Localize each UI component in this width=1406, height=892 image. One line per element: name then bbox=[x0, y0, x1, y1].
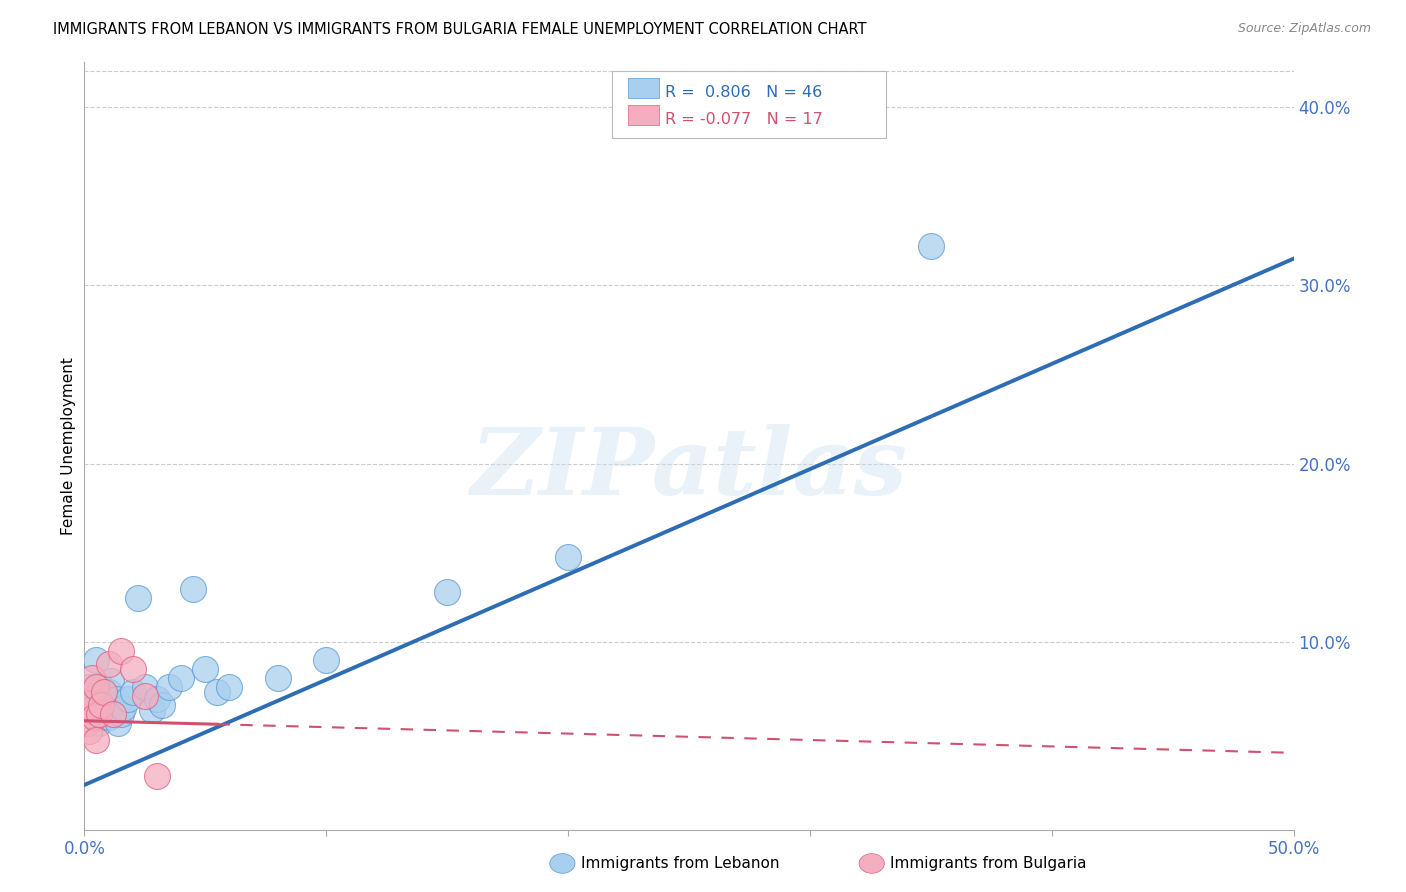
Point bbox=[103, 706, 125, 721]
Point bbox=[80, 698, 103, 712]
Point bbox=[97, 710, 120, 724]
Point bbox=[207, 685, 229, 699]
Point bbox=[141, 703, 163, 717]
Point bbox=[80, 692, 103, 706]
Point bbox=[97, 685, 120, 699]
Point bbox=[80, 706, 103, 721]
Point bbox=[77, 689, 100, 703]
Point bbox=[90, 698, 112, 712]
Point bbox=[80, 671, 103, 685]
Point bbox=[107, 715, 129, 730]
Point bbox=[77, 715, 100, 730]
Point bbox=[93, 685, 115, 699]
Point bbox=[86, 680, 108, 694]
Y-axis label: Female Unemployment: Female Unemployment bbox=[60, 357, 76, 535]
Point bbox=[86, 706, 108, 721]
Point bbox=[181, 582, 204, 596]
Point bbox=[121, 662, 143, 676]
Point bbox=[170, 671, 193, 685]
Point bbox=[121, 685, 143, 699]
Text: Immigrants from Lebanon: Immigrants from Lebanon bbox=[581, 856, 779, 871]
Point bbox=[100, 674, 122, 689]
Point bbox=[134, 680, 156, 694]
Point bbox=[146, 769, 169, 783]
Point bbox=[194, 662, 217, 676]
Point bbox=[112, 701, 135, 715]
Point bbox=[76, 715, 98, 730]
Point bbox=[87, 689, 110, 703]
Point bbox=[97, 657, 120, 671]
Text: IMMIGRANTS FROM LEBANON VS IMMIGRANTS FROM BULGARIA FEMALE UNEMPLOYMENT CORRELAT: IMMIGRANTS FROM LEBANON VS IMMIGRANTS FR… bbox=[53, 22, 868, 37]
Point bbox=[83, 701, 105, 715]
Point bbox=[436, 585, 458, 599]
Point bbox=[90, 710, 112, 724]
Point bbox=[80, 685, 103, 699]
Point bbox=[86, 653, 108, 667]
Point bbox=[83, 710, 105, 724]
Text: R =  0.806   N = 46: R = 0.806 N = 46 bbox=[665, 85, 823, 100]
Point bbox=[117, 692, 139, 706]
Point bbox=[76, 692, 98, 706]
Text: Source: ZipAtlas.com: Source: ZipAtlas.com bbox=[1237, 22, 1371, 36]
Point bbox=[103, 698, 125, 712]
Point bbox=[110, 644, 132, 658]
Point bbox=[77, 680, 100, 694]
Point bbox=[267, 671, 290, 685]
Point bbox=[315, 653, 337, 667]
Point bbox=[103, 706, 125, 721]
Point bbox=[150, 698, 173, 712]
Point bbox=[127, 591, 149, 605]
Point bbox=[94, 698, 117, 712]
Point bbox=[87, 706, 110, 721]
Point bbox=[557, 549, 579, 564]
Point bbox=[77, 703, 100, 717]
Point bbox=[86, 692, 108, 706]
Point bbox=[110, 706, 132, 721]
Text: R = -0.077   N = 17: R = -0.077 N = 17 bbox=[665, 112, 823, 127]
Point bbox=[93, 692, 115, 706]
Point bbox=[104, 692, 127, 706]
Point bbox=[86, 733, 108, 747]
Point bbox=[218, 680, 240, 694]
Text: Immigrants from Bulgaria: Immigrants from Bulgaria bbox=[890, 856, 1087, 871]
Point bbox=[83, 710, 105, 724]
Point bbox=[920, 239, 942, 253]
Point bbox=[157, 680, 180, 694]
Text: ZIPatlas: ZIPatlas bbox=[471, 424, 907, 514]
Point bbox=[90, 680, 112, 694]
Point bbox=[134, 689, 156, 703]
Point bbox=[87, 715, 110, 730]
Point bbox=[93, 703, 115, 717]
Point bbox=[146, 692, 169, 706]
Point bbox=[77, 724, 100, 739]
